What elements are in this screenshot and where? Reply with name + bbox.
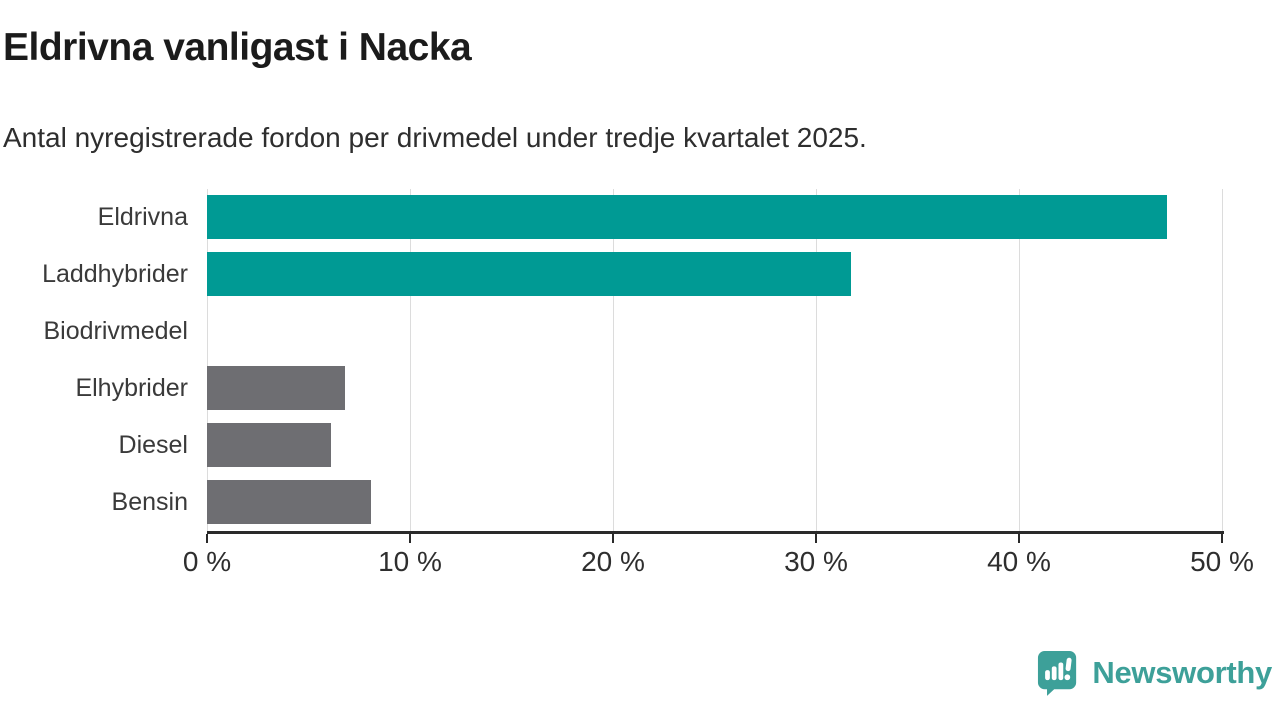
bar-row: Eldrivna: [0, 189, 1280, 246]
gridline: [816, 189, 817, 531]
x-tick: [612, 534, 614, 543]
category-label: Elhybrider: [75, 374, 188, 402]
bar-track: [207, 303, 1280, 360]
bar-row: Biodrivmedel: [0, 303, 1280, 360]
gridline: [410, 189, 411, 531]
bar: [207, 480, 372, 524]
chart-title: Eldrivna vanligast i Nacka: [3, 26, 472, 69]
gridline-layer: [207, 189, 1223, 531]
newsworthy-speech-bubble-chart-icon: [1038, 651, 1077, 696]
x-tick-label: 30 %: [784, 546, 848, 577]
logo-exclamation-dot: [1064, 674, 1071, 681]
bar-track: [207, 474, 1280, 531]
bar-row: Elhybrider: [0, 360, 1280, 417]
x-tick-label: 10 %: [378, 546, 442, 577]
x-tick-label: 40 %: [987, 546, 1051, 577]
gridline: [613, 189, 614, 531]
bar: [207, 195, 1168, 239]
bar: [207, 366, 346, 410]
plot-rows: Eldrivna Laddhybrider Biodrivmedel Elhybrid…: [0, 189, 1280, 531]
newsworthy-logo: Newsworthy: [1037, 650, 1272, 696]
bar-row: Laddhybrider: [0, 246, 1280, 303]
bar: [207, 252, 851, 296]
x-tick-label: 20 %: [581, 546, 645, 577]
logo-bar-large: [1058, 662, 1064, 681]
gridline: [207, 189, 208, 531]
chart-subtitle: Antal nyregistrerade fordon per drivmede…: [3, 122, 867, 153]
logo-exclamation-stem: [1065, 657, 1072, 672]
bar-track: [207, 417, 1280, 474]
category-label: Bensin: [111, 488, 188, 516]
bar-track: [207, 246, 1280, 303]
category-label: Eldrivna: [97, 203, 188, 231]
x-tick-label: 0 %: [182, 546, 232, 577]
x-tick-label: 50 %: [1190, 546, 1254, 577]
category-label: Laddhybrider: [42, 260, 188, 288]
bar-row: Diesel: [0, 417, 1280, 474]
bar-track: [207, 189, 1280, 246]
logo-bar-medium: [1052, 666, 1057, 681]
x-tick: [1221, 534, 1223, 543]
x-tick: [815, 534, 817, 543]
bar: [207, 423, 331, 467]
logo-text: Newsworthy: [1092, 655, 1272, 690]
gridline: [1222, 189, 1223, 531]
logo-bar-small: [1045, 670, 1051, 681]
x-tick: [206, 534, 208, 543]
x-tick: [1018, 534, 1020, 543]
bar-track: [207, 360, 1280, 417]
gridline: [1019, 189, 1020, 531]
category-label: Biodrivmedel: [43, 317, 188, 345]
x-axis-line: [207, 531, 1224, 534]
bar-row: Bensin: [0, 474, 1280, 531]
category-label: Diesel: [118, 431, 188, 459]
x-tick: [409, 534, 411, 543]
